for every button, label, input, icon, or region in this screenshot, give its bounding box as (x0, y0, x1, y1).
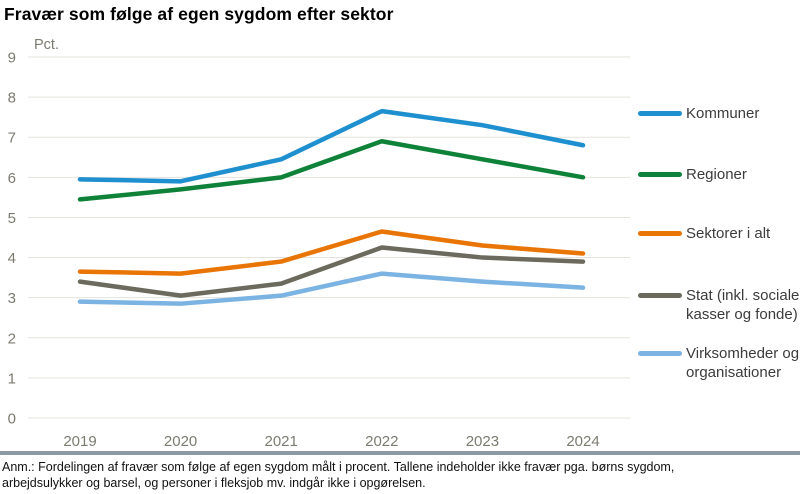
x-axis-tick-label: 2019 (63, 433, 96, 450)
series-line-virksomheder-og-organisationer (77, 271, 586, 306)
legend-swatch-virksomheder (638, 351, 682, 356)
series-line-kommuner (77, 108, 586, 184)
footer-separator (0, 451, 800, 455)
x-axis-tick-label: 2020 (164, 433, 197, 450)
x-axis-tick-labels: 2019 2020 2021 2022 2023 2024 (63, 433, 599, 450)
legend-item-sektorer-i-alt: Sektorer i alt (638, 224, 800, 243)
legend-label-sektorer-i-alt: Sektorer i alt (686, 225, 771, 242)
legend-item-regioner: Regioner (638, 165, 800, 184)
series-line-stat-inkl-sociale-kasser-og-fonde (77, 245, 586, 298)
legend-swatch-sektorer-i-alt (638, 231, 682, 236)
y-axis-tick-label: 4 (8, 250, 16, 267)
legend-item-stat: Stat (inkl. sociale kasser og fonde) (638, 286, 800, 324)
y-axis-tick-label: 8 (8, 90, 16, 107)
y-axis-unit-label: Pct. (34, 37, 59, 53)
x-axis-tick-label: 2023 (466, 433, 499, 450)
legend-label-regioner: Regioner (686, 166, 747, 183)
x-axis-tick-label: 2022 (365, 433, 398, 450)
series-line-regioner (77, 138, 586, 202)
legend-label-virksomheder: Virksomheder og organisationer (686, 345, 800, 381)
legend-item-kommuner: Kommuner (638, 104, 800, 123)
y-axis-tick-label: 3 (8, 290, 16, 307)
legend-label-kommuner: Kommuner (686, 105, 760, 122)
series-lines (77, 108, 586, 306)
chart-legend: Kommuner Regioner Sektorer i alt Stat (i… (638, 0, 800, 452)
line-chart: Pct. 0 1 2 3 4 5 6 7 8 9 2019 2020 2021 2022 2023 2024 (8, 37, 630, 450)
page-title: Fravær som følge af egen sygdom efter se… (4, 4, 394, 24)
legend-label-stat: Stat (inkl. sociale kasser og fonde) (686, 287, 800, 323)
gridlines (28, 56, 630, 419)
y-axis-tick-label: 2 (8, 330, 16, 347)
legend-swatch-stat (638, 293, 682, 298)
legend-swatch-kommuner (638, 111, 682, 116)
y-axis-tick-label: 7 (8, 130, 16, 147)
y-axis-tick-label: 9 (8, 50, 16, 67)
y-axis-tick-label: 1 (8, 370, 16, 387)
y-axis-tick-labels: 0 1 2 3 4 5 6 7 8 9 (8, 50, 16, 428)
y-axis-tick-label: 6 (8, 170, 16, 187)
x-axis-tick-label: 2021 (265, 433, 298, 450)
footnote: Anm.: Fordelingen af fravær som følge af… (2, 460, 675, 490)
x-axis-tick-label: 2024 (566, 433, 599, 450)
y-axis-tick-label: 0 (8, 411, 16, 428)
y-axis-tick-label: 5 (8, 210, 16, 227)
series-line-sektorer-i-alt (77, 229, 586, 276)
legend-swatch-regioner (638, 172, 682, 177)
legend-item-virksomheder: Virksomheder og organisationer (638, 344, 800, 382)
